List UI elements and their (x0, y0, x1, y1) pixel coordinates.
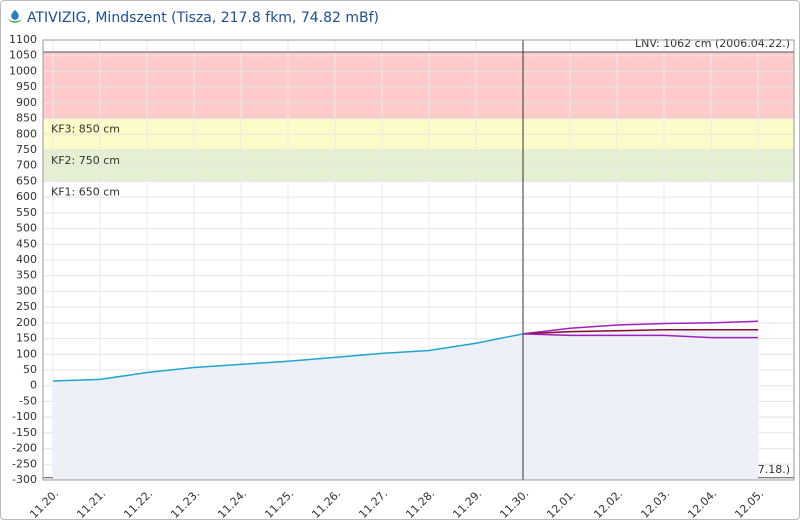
logo (8, 10, 22, 23)
y-tick-label: 550 (16, 206, 37, 219)
series-line (52, 333, 524, 382)
x-tick-label: 12.04. (685, 487, 719, 519)
x-tick-label: 11.23. (168, 487, 202, 519)
plot-frame (42, 39, 795, 481)
y-tick-label: 200 (16, 316, 37, 329)
y-tick-label: 150 (16, 332, 37, 345)
y-tick-label: 900 (16, 96, 37, 109)
y-tick-label: 450 (16, 237, 37, 250)
y-tick-label: 800 (16, 127, 37, 140)
y-tick-label: 650 (16, 174, 37, 187)
y-tick-label: 750 (16, 143, 37, 156)
threshold-label: KF2: 750 cm (51, 154, 120, 167)
threshold-label: KF3: 850 cm (51, 123, 120, 136)
y-tick-label: 500 (16, 222, 37, 235)
series-line (522, 333, 758, 339)
y-tick-label: 1050 (9, 49, 37, 62)
y-tick-label: -300 (12, 473, 37, 486)
x-tick-label: 11.29. (450, 487, 484, 519)
y-tick-label: 1100 (9, 33, 37, 46)
y-tick-label: 250 (16, 300, 37, 313)
y-tick-label: 350 (16, 269, 37, 282)
x-tick-label: 11.25. (262, 487, 296, 519)
y-tick-label: 850 (16, 112, 37, 125)
x-tick-label: 11.27. (356, 487, 390, 519)
y-tick-label: -250 (12, 457, 37, 470)
x-tick-label: 12.01. (544, 487, 578, 519)
title: ATIVIZIG, Mindszent (Tisza, 217.8 fkm, 7… (27, 10, 380, 26)
x-tick-label: 11.30. (497, 487, 531, 519)
y-tick-label: 0 (30, 379, 37, 392)
y-tick-label: 950 (16, 80, 37, 93)
series-line (522, 329, 758, 335)
x-tick-label: 11.21. (74, 487, 108, 519)
x-tick-label: 11.20. (27, 487, 61, 519)
y-tick-label: 300 (16, 284, 37, 297)
x-tick-label: 11.28. (403, 487, 437, 519)
y-tick-label: 100 (16, 347, 37, 360)
x-tick-label: 12.05. (732, 487, 766, 519)
y-tick-label: 1000 (9, 64, 37, 77)
x-tick-label: 11.24. (215, 487, 249, 519)
y-tick-label: -200 (12, 442, 37, 455)
y-tick-label: 700 (16, 159, 37, 172)
x-tick-label: 11.22. (121, 487, 155, 519)
y-tick-label: -50 (19, 394, 37, 407)
series-line (522, 320, 759, 335)
y-tick-label: -150 (12, 426, 37, 439)
x-tick-label: 12.03. (638, 487, 672, 519)
x-tick-label: 12.02. (591, 487, 625, 519)
y-tick-label: -100 (12, 410, 37, 423)
record-label: LNV: 1062 cm (2006.04.22.) (635, 37, 790, 50)
y-tick-label: 400 (16, 253, 37, 266)
x-tick-label: 11.26. (309, 487, 343, 519)
threshold-label: KF1: 650 cm (51, 185, 120, 198)
area (523, 329, 758, 480)
y-tick-label: 50 (23, 363, 37, 376)
y-tick-label: 600 (16, 190, 37, 203)
threshold-band (43, 51, 794, 119)
